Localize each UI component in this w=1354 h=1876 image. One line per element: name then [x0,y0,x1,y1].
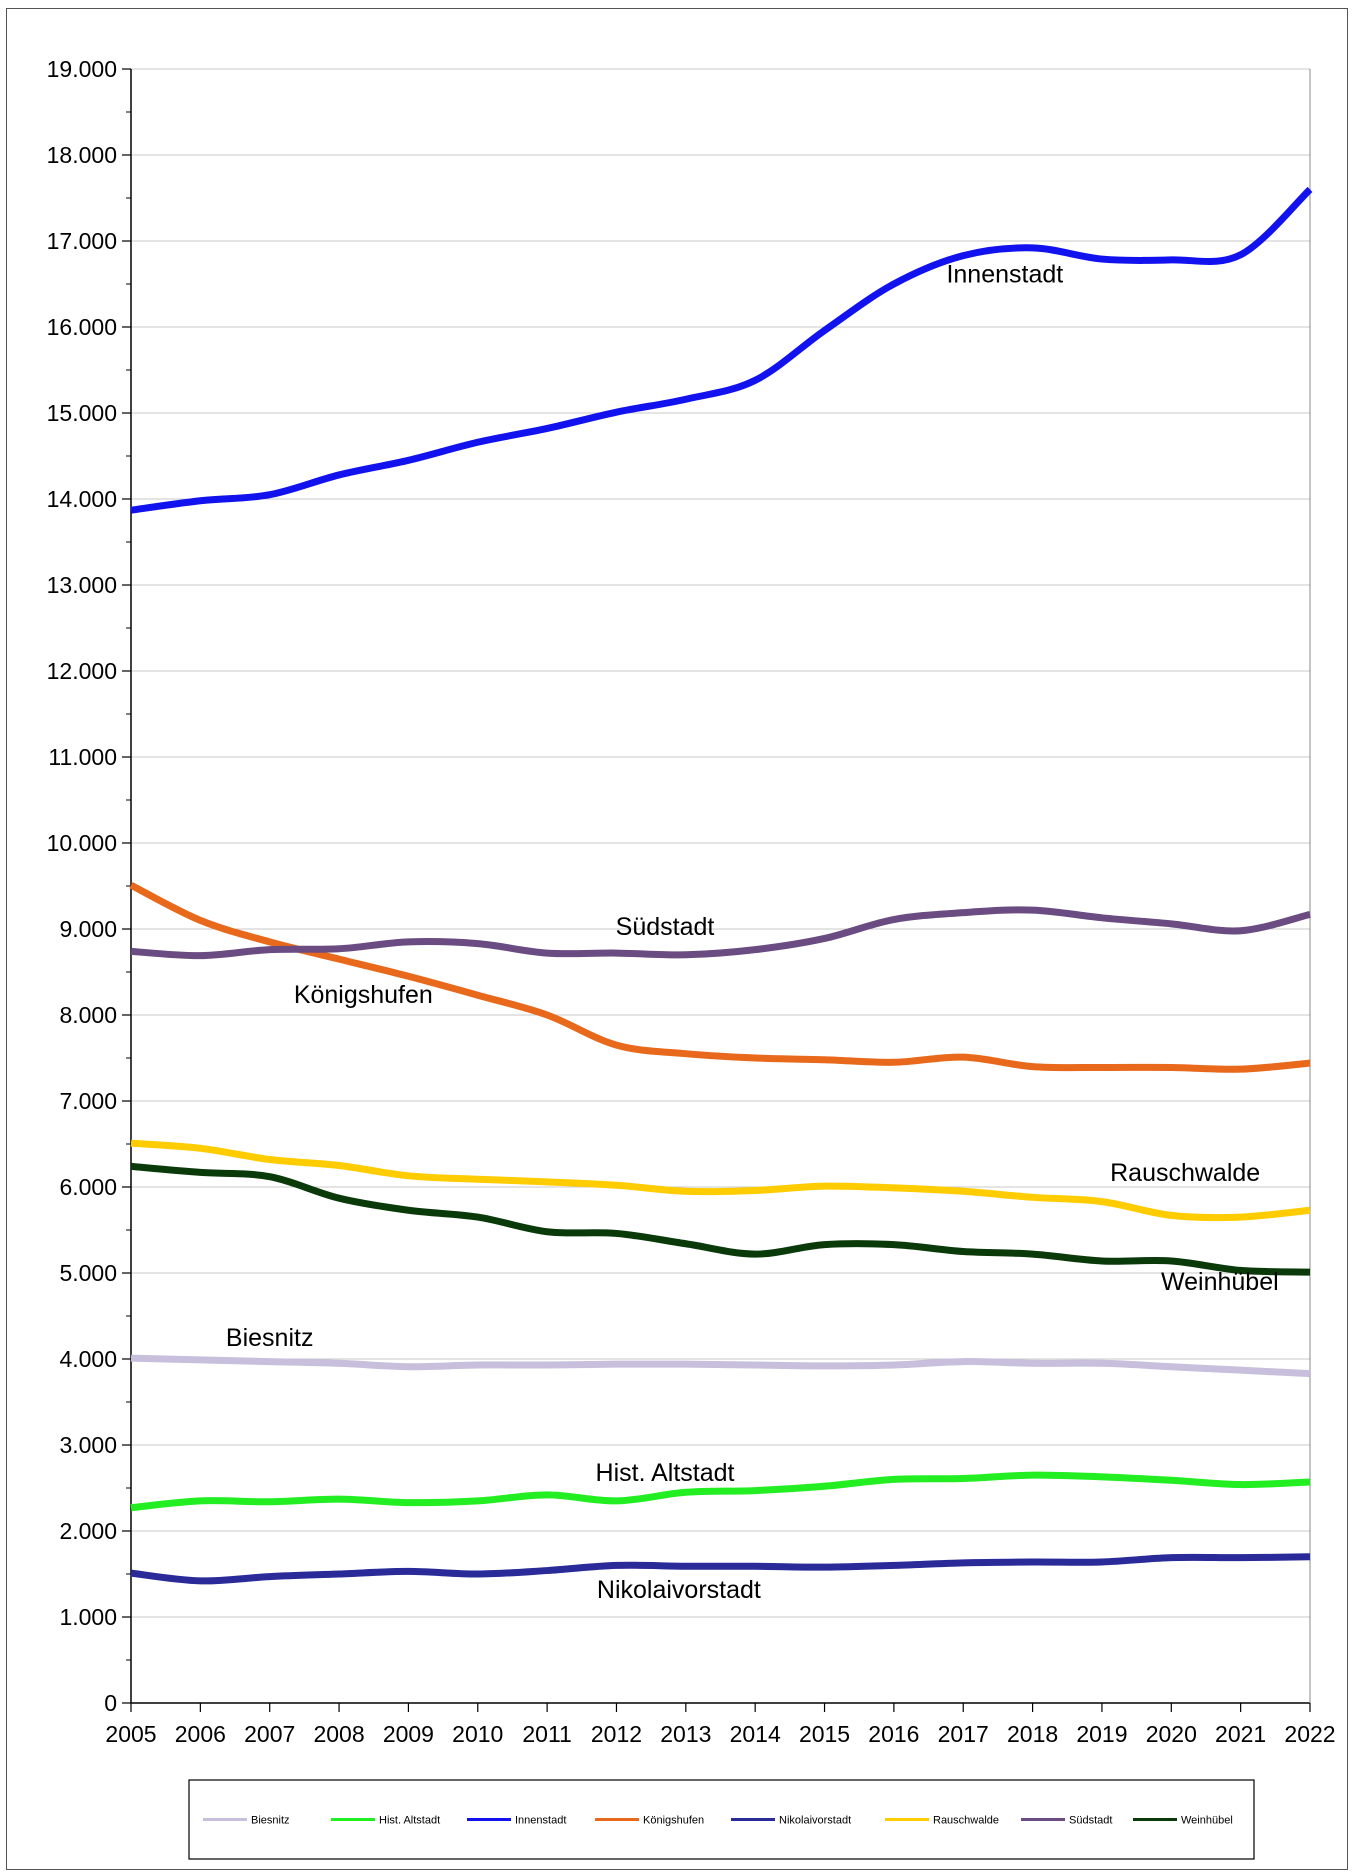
series-label-suedstadt: Südstadt [616,913,715,941]
series-line-hist-altstadt [130,1471,1311,1512]
x-tick-label: 2006 [175,1721,226,1747]
series-labels: Biesnitz Hist. Altstadt Innenstadt Königshu… [226,260,1279,1604]
x-tick-label: 2017 [938,1721,989,1747]
series-line-innenstadt [130,186,1313,514]
x-tick-label: 2009 [383,1721,434,1747]
x-axis-ticks: 2005 2006 2007 2008 2009 2010 2011 2012 2013 2014… [105,1703,1336,1747]
legend-item-weinhuebel: Weinhübel [1133,1815,1233,1827]
x-tick-label: 2015 [799,1721,850,1747]
y-tick-label: 3.000 [59,1432,117,1458]
legend: Biesnitz Hist. Altstadt Innenstadt Königshu… [188,1779,1255,1860]
y-tick-label: 1.000 [59,1604,117,1630]
y-axis-ticks: 0 1.000 2.000 3.000 4.000 5.000 6.000 7.000 8.00… [47,56,131,1716]
x-tick-label: 2010 [452,1721,503,1747]
series-label-rauschwalde: Rauschwalde [1110,1159,1260,1187]
legend-label: Nikolaivorstadt [779,1815,851,1827]
x-tick-label: 2019 [1076,1721,1127,1747]
x-tick-label: 2005 [105,1721,156,1747]
series-label-biesnitz: Biesnitz [226,1324,314,1352]
legend-item-suedstadt: Südstadt [1021,1815,1112,1827]
series-innenstadt [130,186,1313,514]
y-tick-label: 14.000 [47,486,117,512]
chart-frame: 0 1.000 2.000 3.000 4.000 5.000 6.000 7.000 8.00… [6,8,1348,1870]
x-tick-label: 2020 [1146,1721,1197,1747]
y-tick-label: 19.000 [47,56,117,82]
series-suedstadt [130,906,1311,960]
y-tick-label: 5.000 [59,1260,117,1286]
legend-item-innenstadt: Innenstadt [467,1815,566,1827]
legend-label: Königshufen [643,1815,704,1827]
legend-item-koenigshufen: Königshufen [595,1815,704,1827]
x-tick-label: 2018 [1007,1721,1058,1747]
legend-item-nikolaivorstadt: Nikolaivorstadt [731,1815,851,1827]
legend-label: Rauschwalde [933,1815,999,1827]
series-label-koenigshufen: Königshufen [294,981,433,1009]
x-tick-label: 2011 [522,1721,571,1747]
series-line-biesnitz [130,1354,1311,1378]
y-tick-label: 13.000 [47,572,117,598]
legend-item-rauschwalde: Rauschwalde [885,1815,999,1827]
legend-label: Hist. Altstadt [379,1815,440,1827]
series-line-weinhuebel [130,1162,1311,1276]
series-lines [129,186,1313,1585]
series-line-koenigshufen [129,882,1311,1073]
y-tick-label: 11.000 [48,744,117,770]
x-tick-label: 2013 [660,1721,711,1747]
series-hist-altstadt [130,1471,1311,1512]
legend-item-biesnitz: Biesnitz [203,1815,290,1827]
series-label-innenstadt: Innenstadt [946,260,1063,288]
series-label-weinhuebel: Weinhübel [1161,1268,1279,1296]
series-koenigshufen [129,882,1311,1073]
y-tick-label: 15.000 [47,400,117,426]
axes [130,69,1311,1704]
series-line-suedstadt [130,906,1311,960]
legend-label: Südstadt [1069,1815,1112,1827]
x-tick-label: 2007 [244,1721,295,1747]
x-tick-label: 2022 [1284,1721,1335,1747]
legend-item-hist-altstadt: Hist. Altstadt [331,1815,440,1827]
x-tick-label: 2021 [1215,1721,1266,1747]
series-label-hist-altstadt: Hist. Altstadt [596,1459,735,1487]
y-tick-label: 12.000 [47,658,117,684]
x-tick-label: 2012 [591,1721,642,1747]
series-nikolaivorstadt [130,1553,1311,1585]
x-tick-label: 2008 [313,1721,364,1747]
y-tick-label: 4.000 [59,1346,117,1372]
y-tick-label: 17.000 [47,228,117,254]
legend-label: Biesnitz [251,1815,290,1827]
line-chart: 0 1.000 2.000 3.000 4.000 5.000 6.000 7.000 8.00… [47,56,1336,1860]
series-line-rauschwalde [130,1139,1311,1222]
y-tick-label: 0 [104,1690,117,1716]
y-tick-label: 9.000 [59,916,117,942]
series-weinhuebel [130,1162,1311,1276]
series-line-nikolaivorstadt [130,1553,1311,1585]
gridlines [131,68,1310,1618]
x-tick-label: 2014 [730,1721,781,1747]
y-tick-label: 10.000 [47,830,117,856]
legend-label: Innenstadt [515,1815,566,1827]
series-rauschwalde [130,1139,1311,1222]
y-tick-label: 7.000 [59,1088,117,1114]
y-tick-label: 18.000 [47,142,117,168]
y-tick-label: 8.000 [59,1002,117,1028]
x-tick-label: 2016 [868,1721,919,1747]
series-biesnitz [130,1354,1311,1378]
legend-label: Weinhübel [1181,1815,1233,1827]
series-label-nikolaivorstadt: Nikolaivorstadt [597,1576,761,1604]
y-tick-label: 16.000 [47,314,117,340]
y-tick-label: 6.000 [59,1174,117,1200]
y-tick-label: 2.000 [59,1518,117,1544]
